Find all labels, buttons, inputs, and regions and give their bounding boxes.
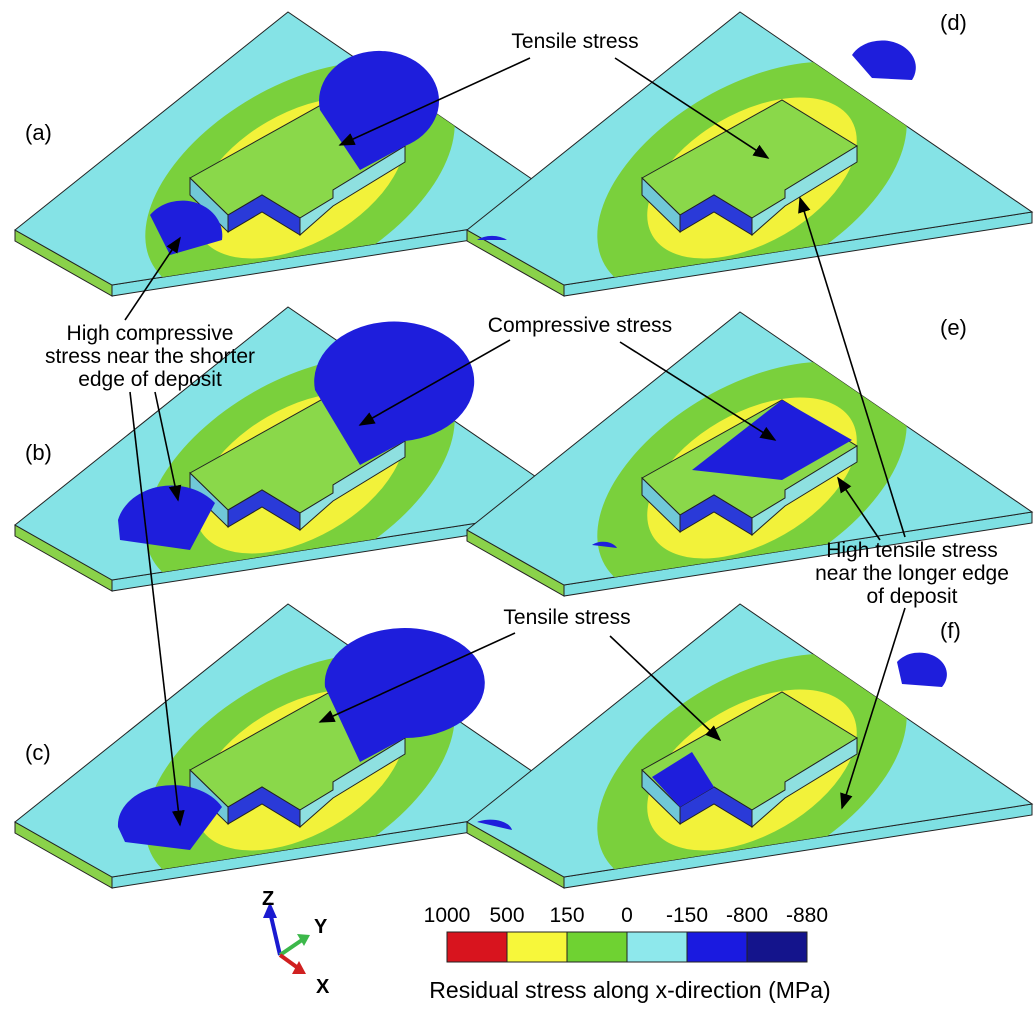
- axis-label: Y: [314, 916, 328, 938]
- colorbar-tick-label: 1000: [424, 904, 471, 927]
- annotation: Compressive stress: [488, 314, 672, 337]
- axis-triad: Z Y X: [262, 888, 330, 998]
- colorbar: 1000 500 150 0 -150 -800 -880 Residual stress …: [424, 904, 831, 1003]
- annotation: High tensile stress: [826, 539, 998, 562]
- annotation: stress near the shorter: [45, 345, 255, 368]
- axis-label: Z: [262, 888, 274, 910]
- annotation: Tensile stress: [511, 30, 638, 53]
- panel-label: (a): [25, 120, 52, 145]
- colorbar-tick-label: -150: [666, 904, 708, 927]
- panel-a: [15, 12, 580, 347]
- panel-label: (c): [25, 740, 51, 765]
- colorbar-tick-label: 0: [621, 904, 633, 927]
- annotation: High compressive: [67, 322, 234, 345]
- annotation: edge of deposit: [78, 368, 222, 391]
- panel-label: (d): [940, 10, 967, 35]
- panel-c: [15, 604, 580, 939]
- panel-d: [467, 12, 1032, 347]
- annotation: of deposit: [866, 585, 957, 608]
- panel-f: [467, 604, 1032, 939]
- panel-label: (e): [940, 315, 967, 340]
- colorbar-title: Residual stress along x-direction (MPa): [429, 977, 830, 1003]
- figure: (a) (b) (c) (d) (e) (f) Tensile stress H…: [0, 0, 1035, 1009]
- panel-label: (b): [25, 440, 52, 465]
- annotation: Tensile stress: [503, 606, 630, 629]
- colorbar-tick-label: 500: [489, 904, 524, 927]
- axis-label: X: [316, 976, 330, 998]
- colorbar-tick-label: -800: [726, 904, 768, 927]
- panel-label: (f): [940, 618, 961, 643]
- annotation: near the longer edge: [815, 562, 1009, 585]
- colorbar-tick-label: 150: [549, 904, 584, 927]
- colorbar-tick-label: -880: [786, 904, 828, 927]
